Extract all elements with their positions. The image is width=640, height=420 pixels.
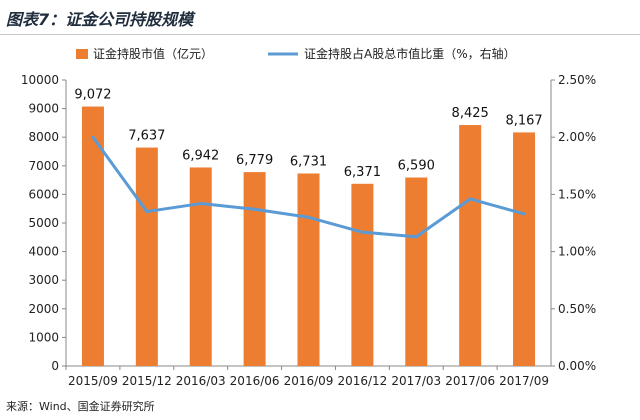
x-tick-label: 2015/09 <box>68 374 118 388</box>
bar <box>297 173 320 366</box>
bar-value-label: 8,425 <box>452 106 489 121</box>
legend-label-line: 证金持股占A股总市值比重（%，右轴） <box>304 46 516 61</box>
left-tick-label: 4000 <box>28 245 59 259</box>
right-tick-label: 2.00% <box>558 130 596 144</box>
bar-data-labels: 9,072 7,637 6,942 6,779 6,731 6,371 6,590 8,425… <box>74 88 542 180</box>
bar <box>351 183 374 366</box>
line-point <box>253 207 257 211</box>
bar <box>513 132 536 366</box>
title-divider <box>0 34 640 35</box>
x-tick-label: 2016/12 <box>337 374 387 388</box>
chart-title: 图表7：证金公司持股规模 <box>6 10 194 29</box>
bar <box>81 106 104 366</box>
bar-series <box>81 106 536 366</box>
x-tick-label: 2017/03 <box>391 374 441 388</box>
left-tick-label: 0 <box>51 359 59 373</box>
line-point <box>522 212 526 216</box>
right-tick-label: 2.50% <box>558 73 596 87</box>
x-tick-label: 2017/09 <box>499 374 549 388</box>
legend: 证金持股市值（亿元） 证金持股占A股总市值比重（%，右轴） <box>76 46 516 61</box>
bar <box>135 147 158 366</box>
bar-value-label: 6,779 <box>236 153 273 168</box>
bar <box>405 177 428 366</box>
x-tick-label: 2016/03 <box>176 374 226 388</box>
left-tick-label: 8000 <box>28 130 59 144</box>
left-tick-label: 7000 <box>28 159 59 173</box>
line-point <box>91 135 95 139</box>
legend-label-bar: 证金持股市值（亿元） <box>93 46 213 61</box>
line-point <box>307 215 310 219</box>
x-tick-label: 2016/09 <box>284 374 334 388</box>
line-point <box>414 235 418 239</box>
bar <box>459 125 482 366</box>
x-tick-label: 2017/06 <box>445 374 495 388</box>
left-tick-label: 1000 <box>28 330 59 344</box>
legend-swatch-bar <box>76 49 88 59</box>
left-tick-label: 5000 <box>28 216 59 230</box>
left-tick-label: 6000 <box>28 187 59 201</box>
line-point <box>360 230 364 234</box>
bar-value-label: 6,371 <box>344 165 381 180</box>
left-tick-label: 3000 <box>28 273 59 287</box>
bar-value-label: 7,637 <box>128 129 165 144</box>
bar-value-label: 6,731 <box>290 154 327 169</box>
line-point <box>468 197 472 201</box>
right-tick-label: 1.00% <box>558 245 596 259</box>
right-tick-label: 0.00% <box>558 359 596 373</box>
right-tick-label: 0.50% <box>558 302 596 316</box>
left-tick-label: 10000 <box>21 73 59 87</box>
line-series <box>91 135 526 239</box>
bar-value-label: 6,942 <box>182 148 219 163</box>
x-tick-label: 2015/12 <box>122 374 172 388</box>
x-tick-label: 2016/06 <box>230 374 280 388</box>
bar-value-label: 9,072 <box>74 88 111 103</box>
line-point <box>199 202 203 206</box>
right-tick-label: 1.50% <box>558 187 596 201</box>
bar <box>189 167 212 366</box>
bar-value-label: 8,167 <box>505 113 542 128</box>
left-tick-label: 2000 <box>28 302 59 316</box>
line-point <box>145 210 149 214</box>
bar <box>243 172 266 366</box>
bar-value-label: 6,590 <box>398 159 435 174</box>
source-note: 来源：Wind、国金证券研究所 <box>6 400 155 413</box>
left-tick-label: 9000 <box>28 102 59 116</box>
